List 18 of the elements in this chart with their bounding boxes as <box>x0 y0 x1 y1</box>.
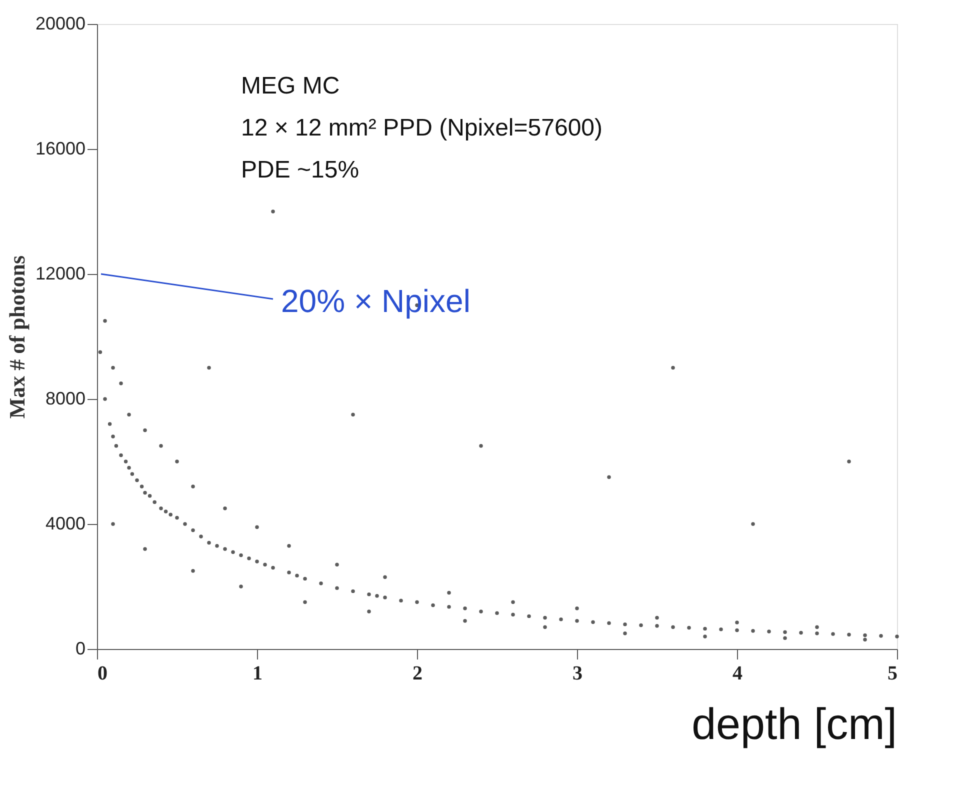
x-tick-label: 2 <box>412 662 422 684</box>
y-tick-label: 16000 <box>35 138 86 158</box>
y-tick-label: 12000 <box>35 264 86 284</box>
x-tick-label: 3 <box>572 662 582 684</box>
annotation: MEG MC <box>241 72 340 100</box>
y-tick-label: 8000 <box>45 388 86 408</box>
y-tick-label: 0 <box>75 638 86 658</box>
x-axis-title: depth [cm] <box>692 700 897 749</box>
x-tick-label: 5 <box>888 662 898 684</box>
x-tick-label: 1 <box>252 662 262 684</box>
annotation: 12 × 12 mm² PPD (Npixel=57600) <box>241 114 602 142</box>
x-tick-label: 4 <box>732 662 742 684</box>
y-tick-label: 20000 <box>35 14 86 34</box>
annotation: PDE ~15% <box>241 156 360 184</box>
x-tick-label: 0 <box>98 662 108 684</box>
y-axis-title: Max # of photons <box>4 254 30 419</box>
annotation: 20% × Npixel <box>281 283 470 320</box>
y-tick-label: 4000 <box>45 514 86 534</box>
